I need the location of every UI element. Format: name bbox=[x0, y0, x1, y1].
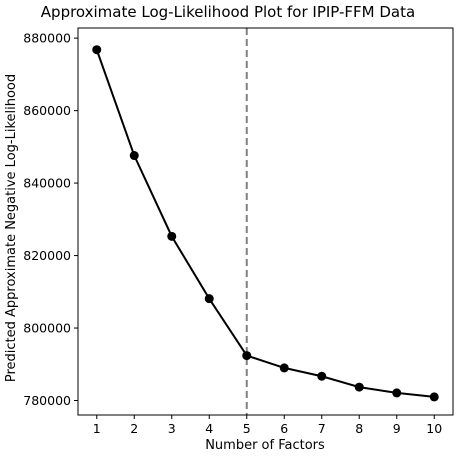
x-tick-label: 4 bbox=[205, 421, 213, 436]
data-point bbox=[242, 351, 252, 361]
series-line bbox=[95, 49, 435, 398]
y-tick-label: 840000 bbox=[23, 176, 71, 191]
x-tick-label: 1 bbox=[93, 421, 101, 436]
data-point bbox=[392, 388, 402, 398]
plot-frame bbox=[77, 27, 454, 416]
x-tick-label: 8 bbox=[355, 421, 363, 436]
y-tick-label: 800000 bbox=[23, 321, 71, 336]
data-point bbox=[317, 371, 327, 381]
data-point bbox=[429, 392, 439, 402]
y-tick-label: 880000 bbox=[23, 31, 71, 46]
x-tick-label: 2 bbox=[130, 421, 138, 436]
data-point bbox=[167, 231, 177, 241]
y-tick-label: 780000 bbox=[23, 393, 71, 408]
x-tick-label: 7 bbox=[318, 421, 326, 436]
chart-title: Approximate Log-Likelihood Plot for IPIP… bbox=[41, 3, 415, 21]
y-tick-label: 860000 bbox=[23, 103, 71, 118]
x-tick-label: 9 bbox=[393, 421, 401, 436]
y-tick-label: 820000 bbox=[23, 248, 71, 263]
data-point bbox=[279, 363, 289, 373]
x-tick-label: 3 bbox=[168, 421, 176, 436]
x-tick-label: 5 bbox=[243, 421, 251, 436]
data-point bbox=[354, 382, 364, 392]
data-point bbox=[129, 151, 139, 161]
x-tick-label: 6 bbox=[280, 421, 288, 436]
y-axis-label: Predicted Approximate Negative Log-Likel… bbox=[4, 74, 19, 382]
plot-area: 1 2 3 4 5 6 7 8 9 10 780000 800000 820000 840000 86000… bbox=[23, 27, 454, 436]
data-point bbox=[204, 294, 214, 304]
data-point bbox=[92, 45, 102, 55]
x-tick-label: 10 bbox=[426, 421, 442, 436]
x-axis-label: Number of Factors bbox=[205, 438, 325, 453]
